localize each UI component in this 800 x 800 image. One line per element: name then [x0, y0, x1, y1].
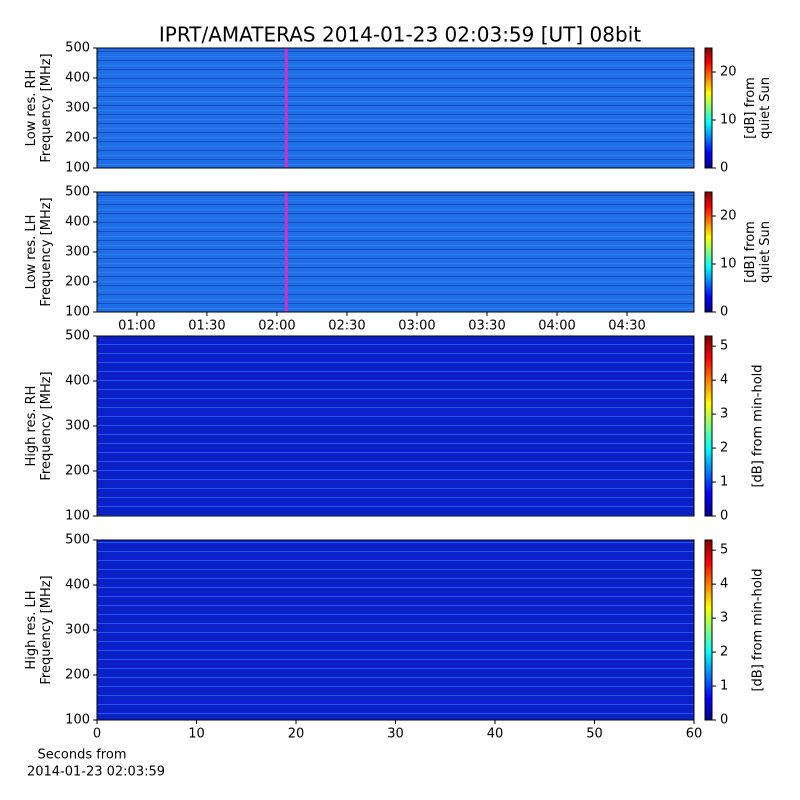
- colorbar: [704, 47, 713, 169]
- y-tick-label: 400: [65, 578, 90, 593]
- x-tick-label: 50: [586, 727, 603, 742]
- colorbar: [704, 191, 713, 313]
- colorbar-tick-label: 1: [720, 679, 728, 694]
- x-tick-label: 01:00: [118, 319, 155, 334]
- x-tick-label: 40: [487, 727, 504, 742]
- colorbar-label: [dB] from: [743, 221, 758, 283]
- y-tick-label: 500: [65, 533, 90, 548]
- colorbar-tick-label: 3: [720, 407, 728, 422]
- x-axis-label: 2014-01-23 02:03:59: [27, 765, 165, 780]
- x-tick-label: 0: [93, 727, 101, 742]
- x-tick-label: 03:30: [468, 319, 505, 334]
- x-tick-label: 02:00: [258, 319, 295, 334]
- colorbar-tick-label: 4: [720, 373, 728, 388]
- colorbar: [704, 335, 713, 517]
- colorbar-tick-label: 4: [720, 577, 728, 592]
- y-tick-label: 300: [65, 101, 90, 116]
- spectrogram-texture: [97, 48, 694, 168]
- y-tick-label: 200: [65, 668, 90, 683]
- colorbar-label: quiet Sun: [758, 221, 773, 283]
- colorbar: [704, 539, 713, 721]
- y-tick-label: 400: [65, 71, 90, 86]
- colorbar-tick-label: 0: [720, 509, 728, 524]
- colorbar-tick-label: 5: [720, 543, 728, 558]
- spectrogram-texture: [97, 192, 694, 312]
- x-tick-label: 20: [288, 727, 305, 742]
- colorbar-tick-label: 0: [720, 305, 728, 320]
- colorbar-label: [dB] from: [743, 77, 758, 139]
- colorbar-tick-label: 20: [720, 209, 737, 224]
- y-axis-label: Low res. LH: [24, 215, 39, 290]
- colorbar-tick-label: 3: [720, 611, 728, 626]
- colorbar-label: quiet Sun: [758, 77, 773, 139]
- y-tick-label: 200: [65, 275, 90, 290]
- colorbar-tick-label: 0: [720, 713, 728, 728]
- spectrogram-texture: [97, 540, 694, 720]
- y-tick-label: 300: [65, 623, 90, 638]
- y-tick-label: 100: [65, 161, 90, 176]
- x-tick-label: 02:30: [328, 319, 365, 334]
- y-tick-label: 200: [65, 131, 90, 146]
- y-tick-label: 300: [65, 419, 90, 434]
- colorbar-tick-label: 20: [720, 65, 737, 80]
- x-tick-label: 60: [686, 727, 703, 742]
- x-tick-label: 03:00: [398, 319, 435, 334]
- y-axis-label: High res. LH: [24, 590, 39, 669]
- x-tick-label: 10: [188, 727, 205, 742]
- y-axis-label: High res. RH: [24, 386, 39, 467]
- y-tick-label: 300: [65, 245, 90, 260]
- x-tick-label: 01:30: [188, 319, 225, 334]
- y-tick-label: 400: [65, 215, 90, 230]
- y-tick-label: 200: [65, 464, 90, 479]
- colorbar-tick-label: 5: [720, 339, 728, 354]
- y-tick-label: 100: [65, 713, 90, 728]
- y-axis-label: Frequency [MHz]: [39, 53, 54, 162]
- y-tick-label: 100: [65, 509, 90, 524]
- y-tick-label: 400: [65, 374, 90, 389]
- y-tick-label: 500: [65, 41, 90, 56]
- x-tick-label: 04:00: [538, 319, 575, 334]
- y-tick-label: 100: [65, 305, 90, 320]
- spectrogram-texture: [97, 336, 694, 516]
- y-axis-label: Low res. RH: [24, 70, 39, 147]
- colorbar-tick-label: 10: [720, 113, 737, 128]
- y-axis-label: Frequency [MHz]: [39, 575, 54, 684]
- colorbar-tick-label: 2: [720, 441, 728, 456]
- title: IPRT/AMATERAS 2014-01-23 02:03:59 [UT] 0…: [159, 23, 641, 47]
- y-axis-label: Frequency [MHz]: [39, 371, 54, 480]
- x-tick-label: 04:30: [608, 319, 645, 334]
- x-tick-label: 30: [387, 727, 404, 742]
- y-tick-label: 500: [65, 329, 90, 344]
- colorbar-tick-label: 1: [720, 475, 728, 490]
- colorbar-label: [dB] from min-hold: [751, 568, 766, 691]
- colorbar-tick-label: 0: [720, 161, 728, 176]
- colorbar-label: [dB] from min-hold: [751, 364, 766, 487]
- colorbar-tick-label: 10: [720, 257, 737, 272]
- y-axis-label: Frequency [MHz]: [39, 197, 54, 306]
- x-axis-label: Seconds from: [37, 748, 126, 763]
- colorbar-tick-label: 2: [720, 645, 728, 660]
- y-tick-label: 500: [65, 185, 90, 200]
